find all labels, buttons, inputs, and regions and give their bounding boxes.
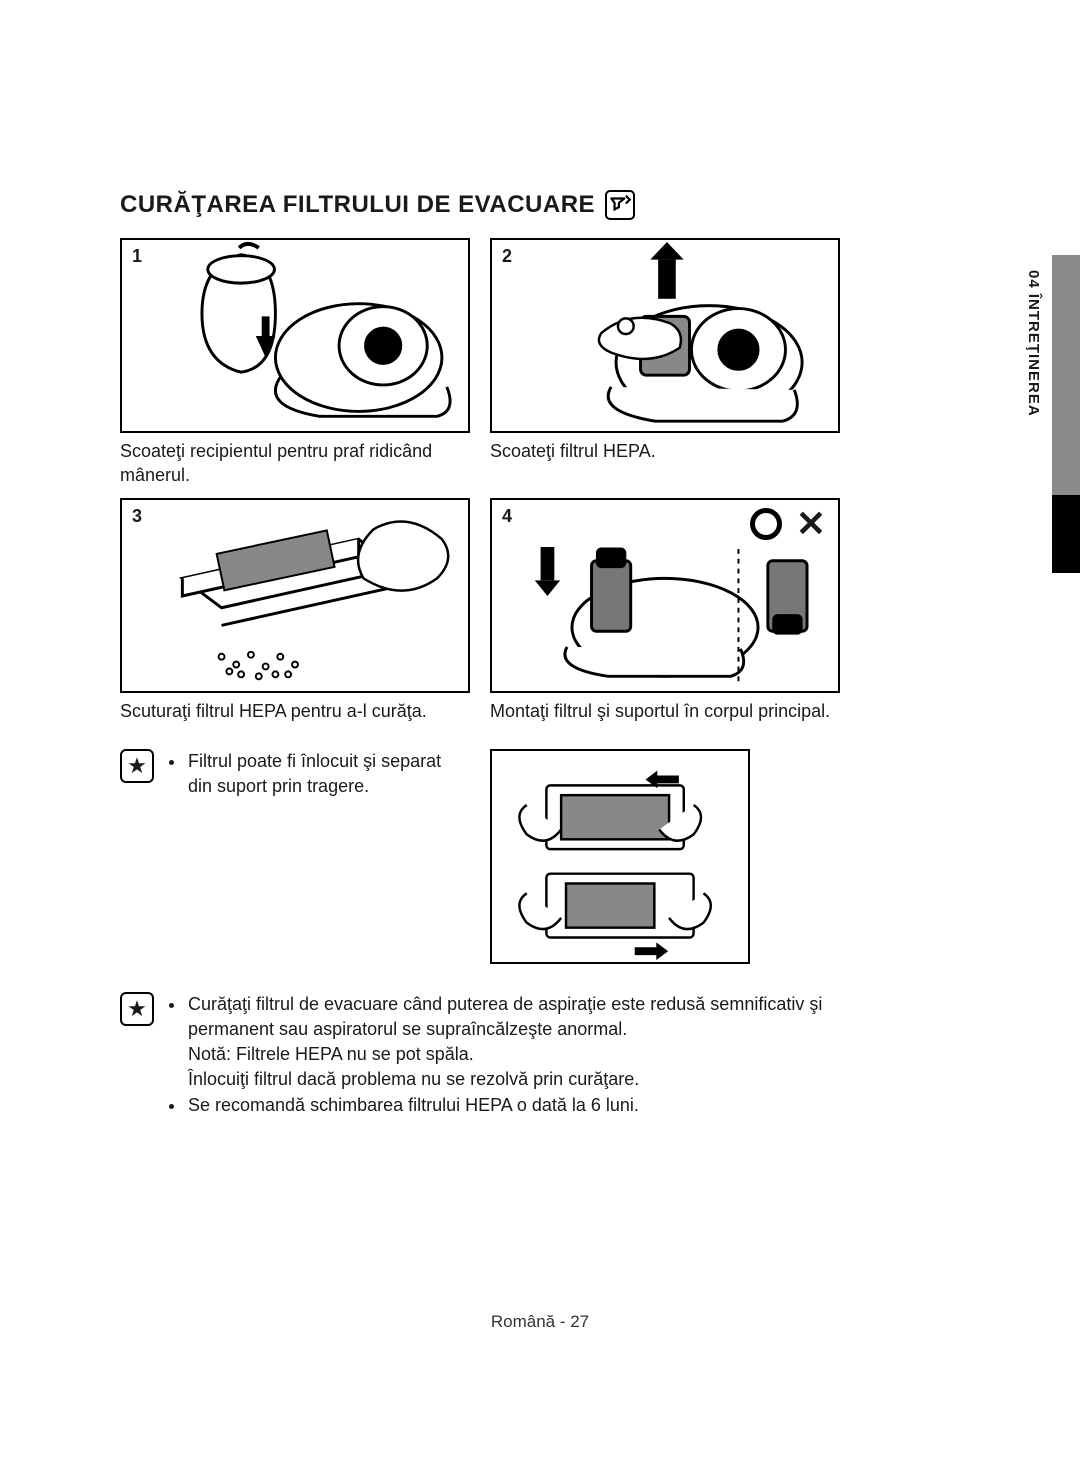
filter-icon [605, 190, 635, 220]
note-2-bullet-2: Se recomandă schimbarea filtrului HEPA o… [186, 1093, 848, 1118]
incorrect-icon: ✕ [796, 508, 826, 540]
step-caption: Montaţi filtrul şi suportul în corpul pr… [490, 699, 840, 723]
step-1: 1 Scoateţi recipientul [120, 238, 470, 488]
page-title: CURĂŢAREA FILTRULUI DE EVACUARE [120, 191, 595, 219]
correct-icon [750, 508, 782, 540]
step-2-figure: 2 [490, 238, 840, 433]
step-3-figure: 3 [120, 498, 470, 693]
note-2-bullet-1: Curăţaţi filtrul de evacuare când putere… [186, 992, 848, 1093]
step-caption: Scoateţi filtrul HEPA. [490, 439, 840, 463]
step-4-figure: 4 ✕ [490, 498, 840, 693]
note-2-list: Curăţaţi filtrul de evacuare când putere… [168, 992, 848, 1118]
note-1-list: Filtrul poate fi înlocuit şi separat din… [168, 749, 470, 799]
note-1-figure [490, 749, 750, 964]
step-number: 3 [132, 506, 142, 527]
step-number: 4 [502, 506, 512, 527]
step-2: 2 [490, 238, 840, 488]
correct-incorrect-icons: ✕ [750, 508, 826, 540]
step-caption: Scoateţi recipientul pentru praf ridicân… [120, 439, 470, 488]
steps-grid: 1 Scoateţi recipientul [120, 238, 960, 723]
section-label: 04 ÎNTREŢINEREA [1025, 270, 1042, 417]
note-1-row: ★ Filtrul poate fi înlocuit şi separat d… [120, 749, 960, 964]
tab-black [1052, 495, 1080, 573]
note-1: ★ Filtrul poate fi înlocuit şi separat d… [120, 749, 470, 964]
step-number: 2 [502, 246, 512, 267]
step-4: 4 ✕ [490, 498, 840, 723]
section-tab [1052, 255, 1080, 585]
important-icon: ★ [120, 992, 154, 1026]
title-row: CURĂŢAREA FILTRULUI DE EVACUARE [120, 190, 960, 220]
step-caption: Scuturaţi filtrul HEPA pentru a-l curăţa… [120, 699, 470, 723]
note-1-bullet: Filtrul poate fi înlocuit şi separat din… [186, 749, 470, 799]
step-number: 1 [132, 246, 142, 267]
note-2: ★ Curăţaţi filtrul de evacuare când pute… [120, 992, 960, 1118]
page-footer: Română - 27 [0, 1312, 1080, 1332]
step-3: 3 [120, 498, 470, 723]
manual-page: 04 ÎNTREŢINEREA CURĂŢAREA FILTRULUI DE E… [0, 0, 1080, 1472]
tab-gray [1052, 255, 1080, 525]
step-1-figure: 1 [120, 238, 470, 433]
important-icon: ★ [120, 749, 154, 783]
